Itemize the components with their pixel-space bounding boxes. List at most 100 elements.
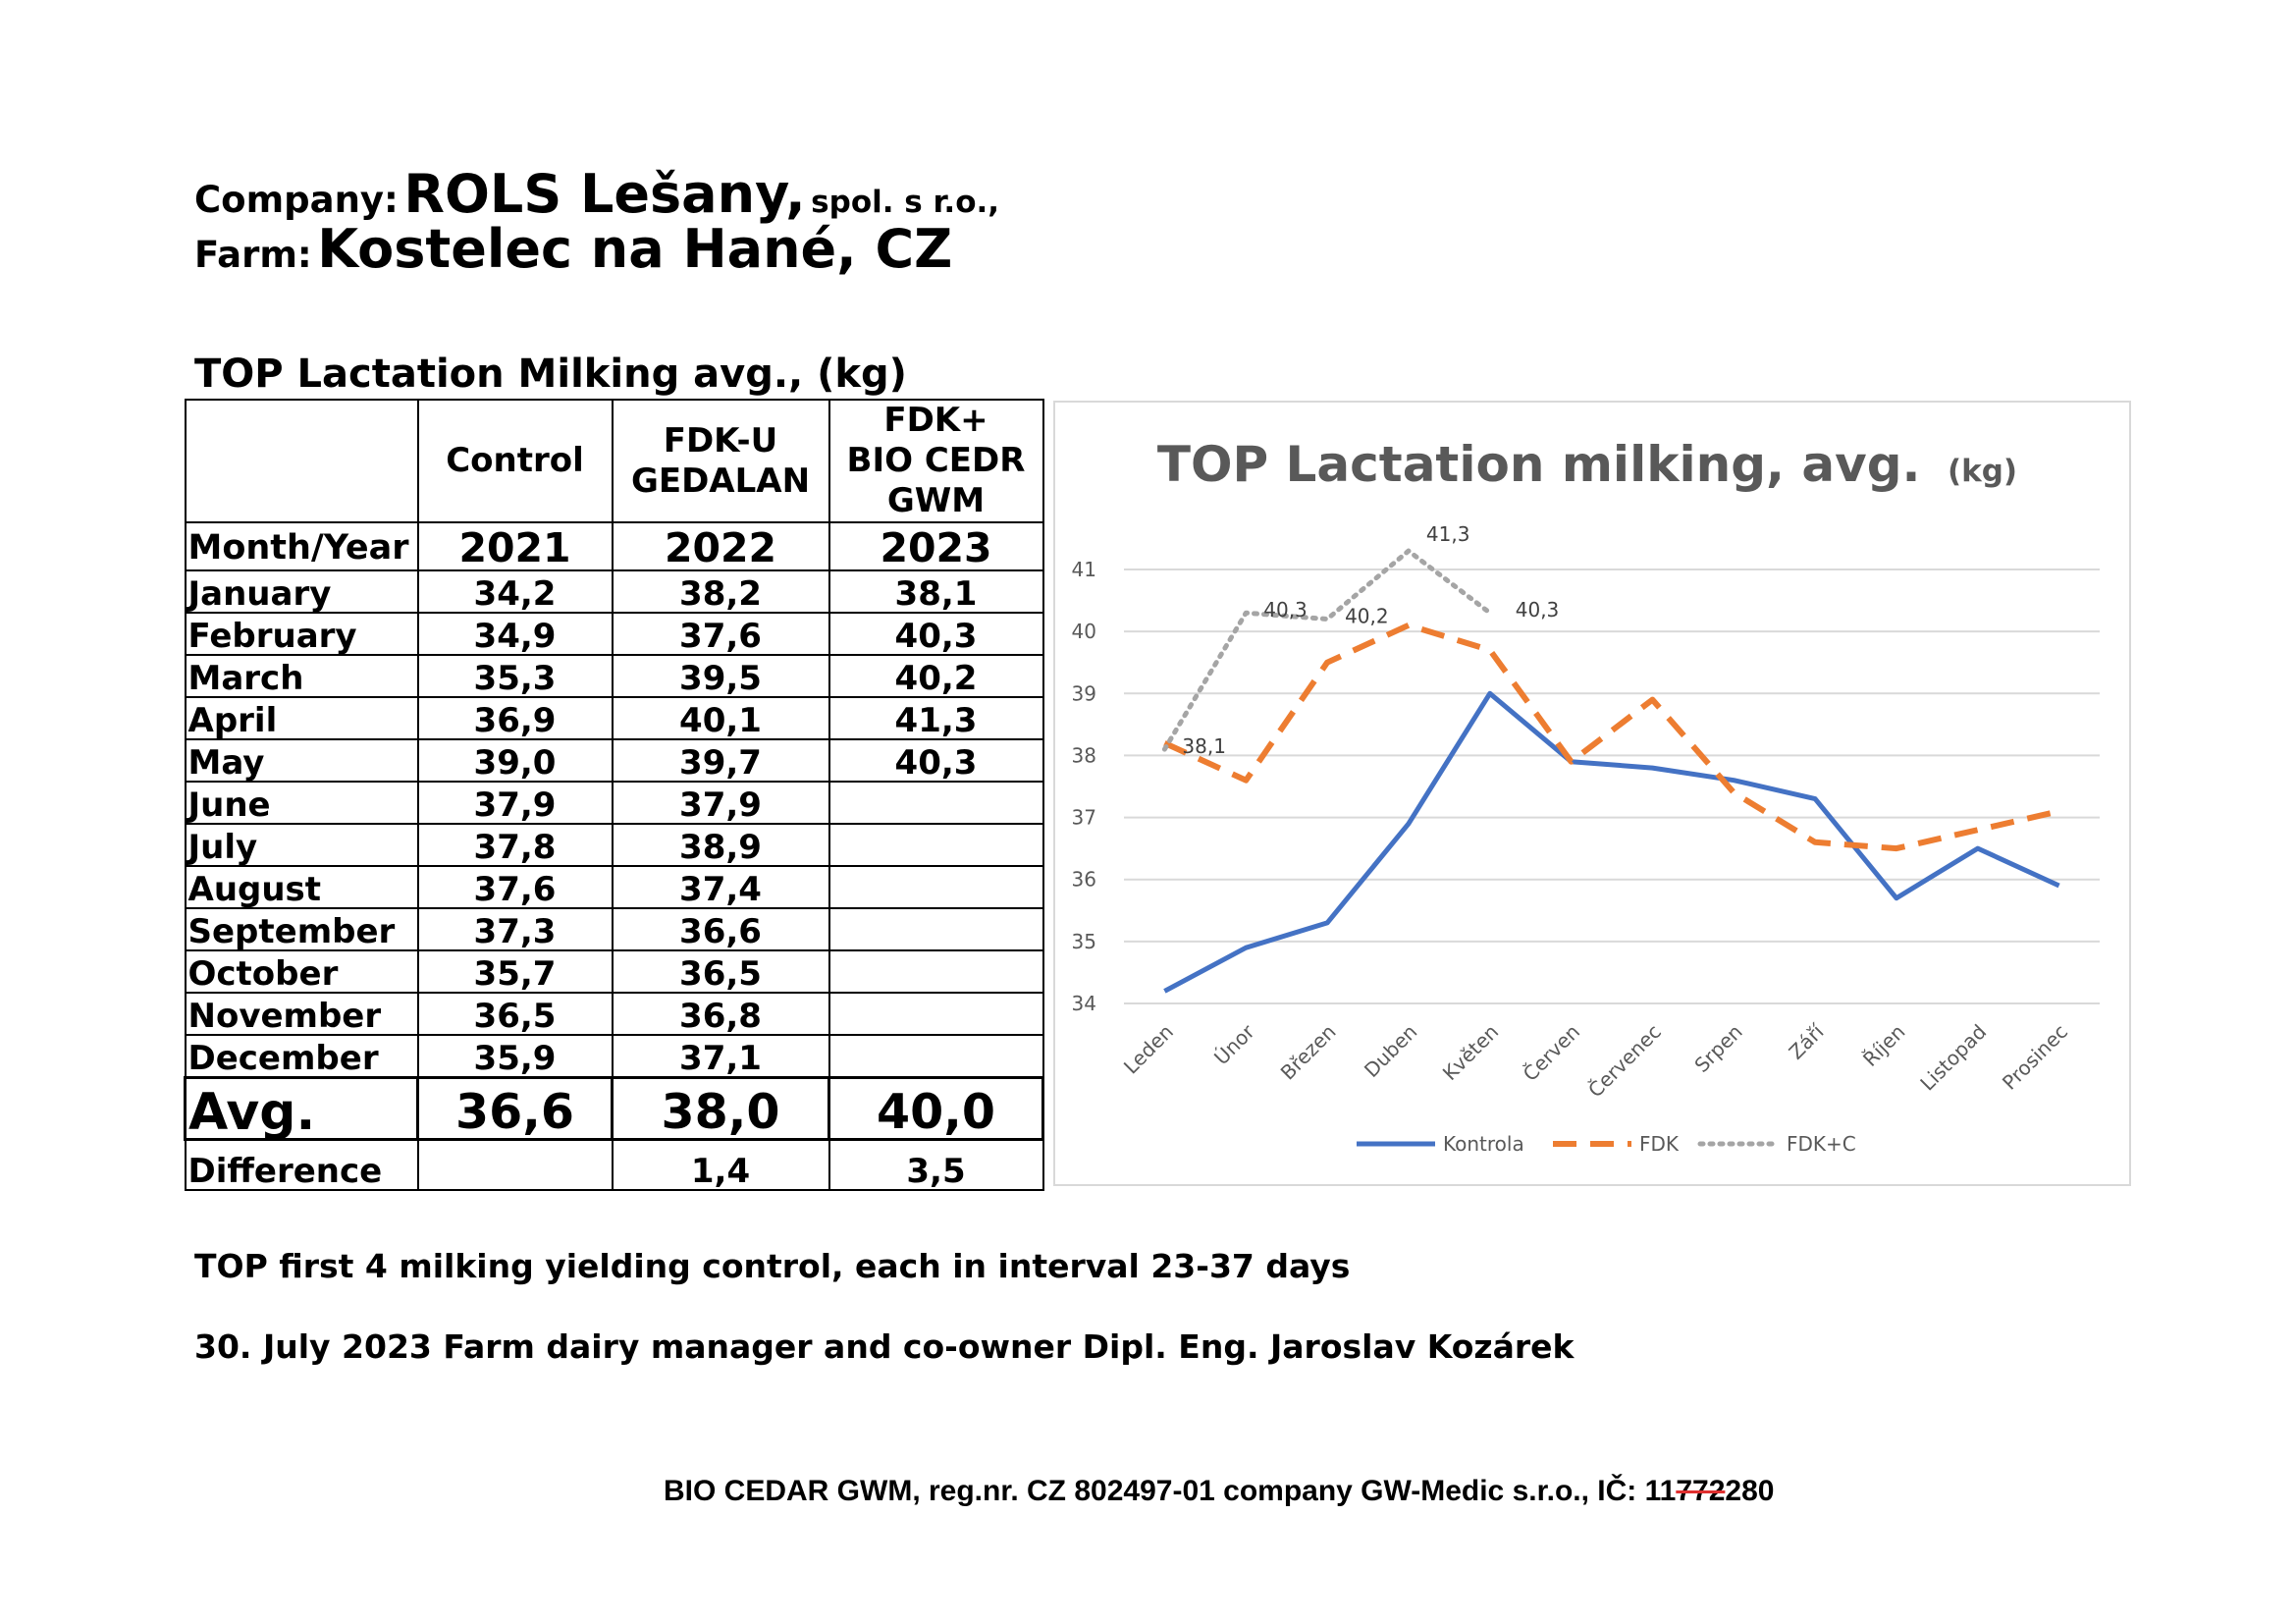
legend-label: Kontrola bbox=[1443, 1132, 1524, 1156]
cell-control: 37,9 bbox=[416, 781, 614, 825]
grid-lines bbox=[1124, 568, 2100, 1004]
y-tick-label: 38 bbox=[1072, 743, 1096, 767]
data-labels: 38,1 40,3 40,2 41,3 40,3 bbox=[1182, 522, 1559, 758]
y-tick-label: 35 bbox=[1072, 930, 1096, 953]
cell-fdkbio bbox=[828, 949, 1044, 994]
header-fdkbio-line2: BIO CEDR bbox=[846, 441, 1026, 480]
chart-title-main: TOP Lactation milking, avg. bbox=[1157, 436, 1921, 493]
cell-control: 35,3 bbox=[416, 654, 614, 698]
header-fdku-line2: GEDALAN bbox=[630, 460, 811, 501]
cell-fdkbio bbox=[828, 1034, 1044, 1079]
y-tick-labels: 34 35 36 37 38 39 40 41 bbox=[1072, 558, 1096, 1015]
cell-fdkbio bbox=[828, 781, 1044, 825]
month-label: February bbox=[184, 612, 419, 656]
chart-title: TOP Lactation milking, avg. (kg) bbox=[1157, 436, 2017, 493]
avg-label: Avg. bbox=[184, 1076, 419, 1141]
avg-fdku: 38,0 bbox=[611, 1076, 830, 1141]
month-label: October bbox=[184, 949, 419, 994]
cell-fdku: 36,6 bbox=[611, 907, 830, 951]
cell-fdkbio bbox=[828, 865, 1044, 909]
x-tick-label: Listopad bbox=[1915, 1020, 1991, 1096]
header-fdku: FDK-U GEDALAN bbox=[611, 399, 830, 523]
cell-fdku: 37,9 bbox=[611, 781, 830, 825]
cell-control: 36,9 bbox=[416, 696, 614, 740]
company-line: Company: ROLS Lešany, spol. s r.o., bbox=[194, 163, 999, 225]
difference-row: Difference 1,4 3,5 bbox=[184, 1138, 1044, 1191]
line-chart: TOP Lactation milking, avg. (kg) 3435363… bbox=[1072, 436, 2100, 1156]
x-tick-label: Srpen bbox=[1689, 1020, 1746, 1077]
month-label: July bbox=[184, 823, 419, 867]
cell-control: 39,0 bbox=[416, 738, 614, 783]
table-row: August 37,6 37,4 bbox=[184, 865, 1044, 909]
data-label: 40,3 bbox=[1263, 598, 1308, 622]
chart-legend: Kontrola FDK FDK+C bbox=[1357, 1132, 1856, 1156]
cell-control: 35,9 bbox=[416, 1034, 614, 1079]
month-label: June bbox=[184, 781, 419, 825]
cell-fdku: 38,9 bbox=[611, 823, 830, 867]
table-row: December 35,9 37,1 bbox=[184, 1034, 1044, 1079]
month-label: December bbox=[184, 1034, 419, 1079]
farm-line: Farm: Kostelec na Hané, CZ bbox=[194, 218, 952, 280]
header-fdkbio-line1: FDK+ bbox=[883, 401, 988, 440]
table-row: March 35,3 39,5 40,2 bbox=[184, 654, 1044, 698]
cell-control: 35,7 bbox=[416, 949, 614, 994]
y-tick-label: 39 bbox=[1072, 681, 1096, 705]
table-row: July 37,8 38,9 bbox=[184, 823, 1044, 867]
cell-fdkbio bbox=[828, 907, 1044, 951]
month-label: September bbox=[184, 907, 419, 951]
years-row: Month/Year 2021 2022 2023 bbox=[184, 521, 1044, 571]
table-row: September 37,3 36,6 bbox=[184, 907, 1044, 951]
cell-fdku: 39,5 bbox=[611, 654, 830, 698]
cell-fdkbio: 41,3 bbox=[828, 696, 1044, 740]
farm-label: Farm: bbox=[194, 234, 312, 276]
series-line-fdk-c bbox=[1161, 548, 1493, 752]
table-row: November 36,5 36,8 bbox=[184, 992, 1044, 1036]
cell-fdku: 36,8 bbox=[611, 992, 830, 1036]
cell-fdku: 40,1 bbox=[611, 696, 830, 740]
table-row: April 36,9 40,1 41,3 bbox=[184, 696, 1044, 740]
chart-box: TOP Lactation milking, avg. (kg) 34 35 36 3… bbox=[1053, 401, 2131, 1186]
avg-control: 36,6 bbox=[416, 1076, 614, 1141]
series-line-fdk bbox=[1163, 622, 2060, 852]
table-row: February 34,9 37,6 40,3 bbox=[184, 612, 1044, 656]
difference-control bbox=[416, 1138, 614, 1191]
company-name: ROLS Lešany, bbox=[403, 163, 806, 225]
header-fdku-line1: FDK-U bbox=[663, 420, 778, 460]
x-tick-label: Prosinec bbox=[1998, 1020, 2072, 1095]
cell-fdku: 37,1 bbox=[611, 1034, 830, 1079]
x-tick-label: Červenec bbox=[1583, 1020, 1666, 1103]
month-label: November bbox=[184, 992, 419, 1036]
header-control: Control bbox=[416, 399, 614, 523]
x-tick-label: Duben bbox=[1360, 1020, 1421, 1082]
year-fdku: 2022 bbox=[611, 521, 830, 571]
y-tick-label: 40 bbox=[1072, 620, 1096, 643]
footer-text-post: 280 bbox=[1725, 1475, 1775, 1507]
cell-fdkbio bbox=[828, 823, 1044, 867]
series-line-kontrola bbox=[1163, 690, 2060, 994]
cell-control: 37,3 bbox=[416, 907, 614, 951]
x-tick-label: Říjen bbox=[1858, 1020, 1909, 1071]
header-fdkbio: FDK+ BIO CEDR GWM bbox=[828, 399, 1044, 523]
cell-fdkbio: 40,3 bbox=[828, 612, 1044, 656]
difference-fdkbio: 3,5 bbox=[828, 1138, 1044, 1191]
table-header-row: Control FDK-U GEDALAN FDK+ BIO CEDR GWM bbox=[184, 399, 1044, 523]
x-tick-labels: Leden Únor Březen Duben Květen ČervenČervenec… bbox=[1119, 1019, 2072, 1103]
cell-fdkbio: 38,1 bbox=[828, 569, 1044, 614]
cell-fdku: 37,4 bbox=[611, 865, 830, 909]
cell-fdkbio: 40,3 bbox=[828, 738, 1044, 783]
cell-control: 37,6 bbox=[416, 865, 614, 909]
table-row: May 39,0 39,7 40,3 bbox=[184, 738, 1044, 783]
farm-name: Kostelec na Hané, CZ bbox=[317, 218, 953, 280]
cell-fdku: 36,5 bbox=[611, 949, 830, 994]
table-title: TOP Lactation Milking avg., (kg) bbox=[194, 352, 907, 397]
month-label: January bbox=[184, 569, 419, 614]
difference-label: Difference bbox=[184, 1138, 419, 1191]
table-row: June 37,9 37,9 bbox=[184, 781, 1044, 825]
note-interval: TOP first 4 milking yielding control, ea… bbox=[194, 1247, 1351, 1285]
year-control: 2021 bbox=[416, 521, 614, 571]
cell-fdku: 37,6 bbox=[611, 612, 830, 656]
table-row: October 35,7 36,5 bbox=[184, 949, 1044, 994]
legend-label: FDK bbox=[1639, 1132, 1680, 1156]
cell-fdku: 38,2 bbox=[611, 569, 830, 614]
cell-fdkbio: 40,2 bbox=[828, 654, 1044, 698]
